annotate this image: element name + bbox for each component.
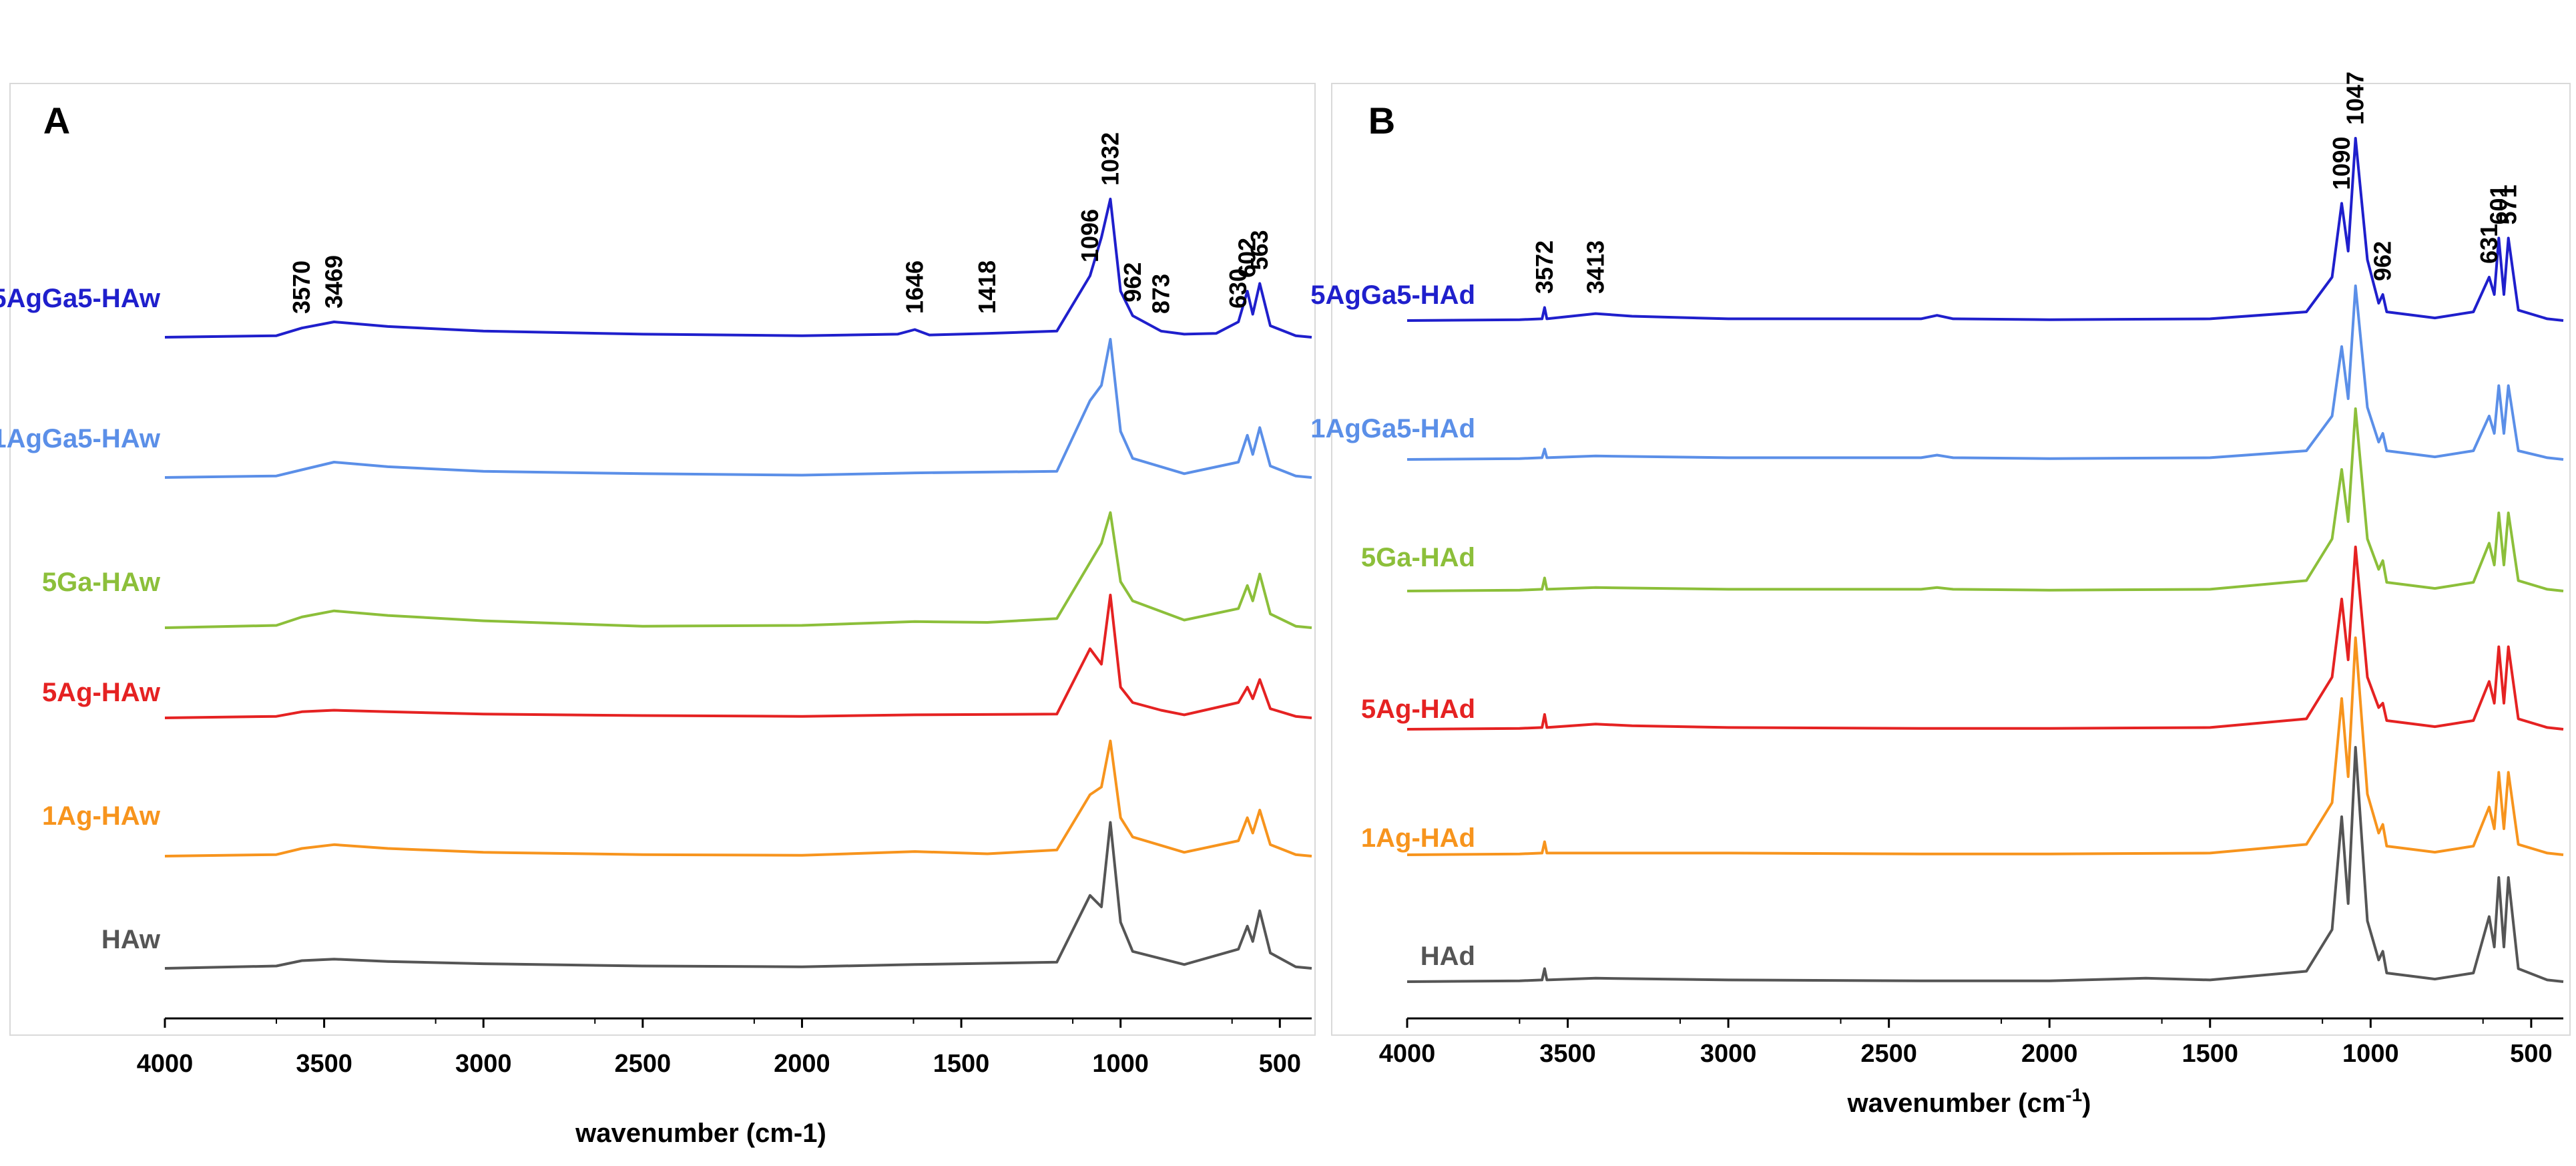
peak-label: 1646	[900, 260, 928, 314]
series-line	[164, 198, 1312, 339]
x-axis-title-main: wavenumber (cm	[1846, 1089, 2065, 1118]
series-line	[1406, 137, 2564, 322]
series-label: HAw	[101, 925, 161, 954]
x-tick-label: 2000	[774, 1050, 830, 1078]
x-tick-label: 4000	[1379, 1040, 1436, 1068]
panel-label: B	[1368, 100, 1395, 142]
series-line	[164, 338, 1312, 479]
peak-label: 563	[1246, 230, 1273, 270]
series-label: 1Ag-HAd	[1361, 823, 1475, 853]
series-label: 5Ga-HAw	[42, 568, 161, 597]
x-tick-label: 3500	[296, 1050, 352, 1078]
peak-label: 631	[2475, 224, 2503, 264]
peak-label: 3572	[1531, 240, 1558, 294]
series-label: 5Ga-HAd	[1361, 543, 1475, 572]
series-line	[164, 821, 1312, 970]
x-axis-title: wavenumber (cm-1)	[575, 1119, 826, 1148]
x-tick-label: 1000	[1092, 1050, 1149, 1078]
peak-label: 873	[1147, 274, 1174, 314]
x-tick-label: 1000	[2342, 1040, 2399, 1068]
panel-frame	[9, 83, 1316, 1036]
series-label: 1Ag-HAw	[42, 801, 161, 831]
peak-label: 601	[2485, 184, 2512, 224]
panel-A: A 4000 3500 3000 2500 2000 1500 1000 500 wavenumb…	[0, 83, 1316, 1148]
series-label: 5AgGa5-HAw	[0, 284, 161, 313]
series-line	[1406, 546, 2564, 731]
x-axis-title-tail: )	[2082, 1089, 2091, 1118]
series-line	[1406, 284, 2564, 461]
panel-label: A	[43, 100, 70, 142]
x-tick-label: 500	[2510, 1040, 2552, 1068]
peak-label: 630	[1224, 268, 1252, 309]
peak-label: 3469	[320, 255, 347, 309]
peak-label: 602	[1234, 238, 1261, 278]
peak-label: 1032	[1096, 132, 1123, 186]
x-axis-title-main: wavenumber (cm-1)	[575, 1119, 826, 1148]
x-tick-label: 3000	[1700, 1040, 1757, 1068]
peak-label: 1090	[2328, 136, 2355, 190]
series-label: 1AgGa5-HAd	[1310, 414, 1475, 443]
x-tick-label: 2500	[615, 1050, 672, 1078]
peak-label: 962	[1119, 262, 1146, 303]
series-label: 5AgGa5-HAd	[1310, 280, 1475, 310]
series-line	[1406, 636, 2564, 856]
x-tick-label: 1500	[2182, 1040, 2239, 1068]
series-label: HAd	[1421, 942, 1475, 971]
series-line	[1406, 407, 2564, 592]
peak-label: 962	[2369, 241, 2396, 281]
series-line	[164, 511, 1312, 629]
peak-label: 3413	[1581, 240, 1609, 294]
panel-frame	[1331, 83, 2571, 1036]
series-line	[164, 739, 1312, 857]
series-label: 5Ag-HAw	[42, 678, 161, 707]
x-tick-label: 500	[1259, 1050, 1301, 1078]
x-axis-title: wavenumber (cm-1)	[1846, 1085, 2091, 1118]
x-tick-label: 1500	[933, 1050, 990, 1078]
x-tick-label: 4000	[137, 1050, 194, 1078]
series-line	[164, 594, 1312, 719]
x-tick-label: 3000	[455, 1050, 512, 1078]
x-tick-label: 2000	[2021, 1040, 2078, 1068]
x-tick-label: 2500	[1860, 1040, 1917, 1068]
series-label: 5Ag-HAd	[1361, 695, 1475, 724]
peak-label: 3570	[288, 260, 315, 314]
x-axis-title-superscript: -1	[2065, 1085, 2082, 1105]
peak-label: 1047	[2342, 71, 2369, 125]
series-label: 1AgGa5-HAw	[0, 424, 161, 453]
x-tick-label: 3500	[1539, 1040, 1596, 1068]
peak-label: 1418	[973, 260, 1001, 314]
peak-label: 571	[2495, 184, 2522, 224]
peak-label: 1096	[1076, 209, 1103, 262]
panel-B: B 4000 3500 3000 2500 2000 1500 1000 500 wavenumb…	[1310, 71, 2571, 1118]
series-line	[1406, 746, 2564, 983]
